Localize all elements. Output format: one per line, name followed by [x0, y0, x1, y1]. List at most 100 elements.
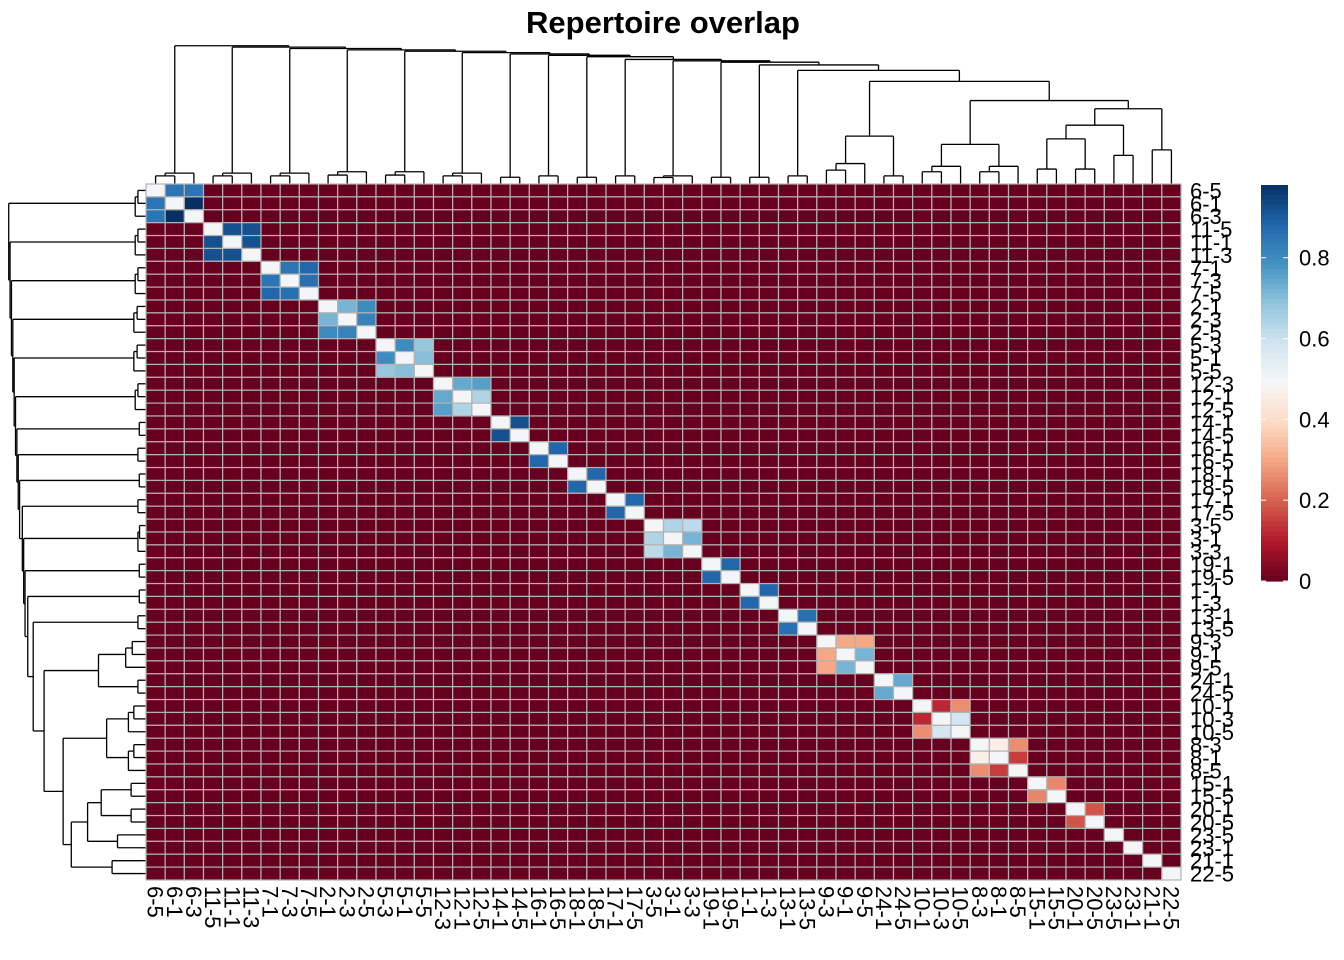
heatmap-cell: [720, 608, 741, 623]
heatmap-cell: [452, 814, 473, 830]
heatmap-cell: [356, 299, 377, 314]
heatmap-cell: [1161, 724, 1182, 739]
heatmap-cell: [183, 389, 205, 404]
heatmap-cell: [720, 183, 741, 198]
heatmap-cell: [1084, 686, 1105, 701]
heatmap-cell: [164, 196, 185, 211]
heatmap-cell: [1142, 389, 1163, 404]
heatmap-cell: [260, 802, 281, 817]
heatmap-cell: [202, 312, 224, 327]
heatmap-cell: [567, 776, 588, 791]
heatmap-cell: [605, 711, 626, 726]
heatmap-cell: [777, 273, 799, 288]
column-tick-label: 2-1: [315, 886, 340, 918]
heatmap-cell: [471, 505, 492, 520]
column-tick-label: 6-1: [162, 886, 187, 918]
heatmap-cell: [145, 776, 166, 791]
heatmap-cell: [298, 505, 320, 520]
heatmap-cell: [1046, 363, 1067, 378]
heatmap-cell: [432, 660, 454, 675]
color-legend-swatch: [1261, 402, 1288, 409]
heatmap-cell: [509, 479, 530, 494]
color-legend-swatch: [1261, 452, 1288, 458]
heatmap-cell: [432, 595, 454, 610]
heatmap-cell: [969, 415, 990, 430]
heatmap-cell: [547, 312, 569, 327]
heatmap-cell: [1027, 518, 1048, 533]
heatmap-cell: [490, 724, 511, 739]
heatmap-cell: [337, 634, 358, 649]
heatmap-cell: [854, 608, 875, 623]
heatmap-cell: [394, 673, 415, 688]
heatmap-cell: [356, 595, 377, 610]
heatmap-cell: [222, 312, 243, 327]
heatmap-cell: [662, 428, 684, 443]
heatmap-cell: [873, 260, 895, 275]
heatmap-cell: [701, 338, 722, 353]
heatmap-cell: [892, 698, 914, 714]
heatmap-cell: [452, 853, 473, 868]
heatmap-cell: [394, 299, 415, 314]
heatmap-cell: [739, 776, 760, 791]
heatmap-cell: [797, 350, 818, 366]
heatmap-cell: [241, 531, 262, 546]
heatmap-cell: [394, 363, 415, 378]
heatmap-cell: [797, 222, 818, 237]
heatmap-cell: [854, 402, 875, 417]
heatmap-cell: [988, 247, 1010, 262]
heatmap-cell: [279, 853, 300, 868]
heatmap-cell: [816, 183, 837, 198]
heatmap-cell: [873, 686, 895, 701]
heatmap-cell: [1065, 724, 1086, 739]
heatmap-cell: [375, 389, 396, 404]
heatmap-cell: [241, 209, 262, 224]
heatmap-cell: [739, 338, 760, 353]
heatmap-cell: [1103, 402, 1125, 417]
heatmap-cell: [528, 776, 550, 791]
heatmap-cell: [662, 454, 684, 469]
color-legend-swatch: [1261, 298, 1288, 305]
heatmap-cell: [720, 595, 741, 610]
heatmap-cell: [835, 686, 856, 701]
heatmap-cell: [241, 312, 262, 327]
heatmap-cell: [912, 686, 933, 701]
heatmap-cell: [662, 802, 684, 817]
row-tick-label: 22-5: [1190, 862, 1234, 887]
heatmap-cell: [1065, 415, 1086, 430]
heatmap-cell: [1007, 570, 1029, 585]
heatmap-cell: [375, 441, 396, 456]
heatmap-cell: [720, 402, 741, 417]
heatmap-cell: [452, 389, 473, 404]
heatmap-cell: [1065, 634, 1086, 649]
heatmap-cell: [605, 454, 626, 469]
heatmap-cell: [854, 621, 875, 636]
heatmap-cell: [1161, 595, 1182, 610]
heatmap-cell: [1161, 196, 1182, 211]
heatmap-cell: [413, 802, 435, 817]
heatmap-cell: [1122, 286, 1144, 301]
heatmap-cell: [1161, 260, 1182, 275]
heatmap-cell: [1007, 840, 1029, 855]
heatmap-cell: [509, 428, 530, 443]
heatmap-cell: [892, 492, 914, 507]
heatmap-cell: [337, 544, 358, 559]
heatmap-cell: [701, 273, 722, 288]
heatmap-cell: [471, 827, 492, 842]
heatmap-cell: [145, 338, 166, 353]
heatmap-cell: [912, 582, 933, 598]
heatmap-cell: [624, 660, 645, 675]
heatmap-cell: [586, 814, 607, 830]
heatmap-cell: [145, 183, 166, 198]
row-tick-label: 12-3: [1190, 372, 1234, 397]
heatmap-cell: [988, 363, 1010, 378]
heatmap-cell: [931, 183, 952, 198]
heatmap-cell: [643, 402, 665, 417]
column-tick-label: 8-5: [1005, 886, 1030, 918]
heatmap-cell: [739, 686, 760, 701]
heatmap-cell: [969, 789, 990, 804]
heatmap-cell: [739, 634, 760, 649]
heatmap-cell: [797, 608, 818, 623]
heatmap-cell: [662, 183, 684, 198]
heatmap-cell: [605, 595, 626, 610]
heatmap-cell: [1065, 234, 1086, 250]
